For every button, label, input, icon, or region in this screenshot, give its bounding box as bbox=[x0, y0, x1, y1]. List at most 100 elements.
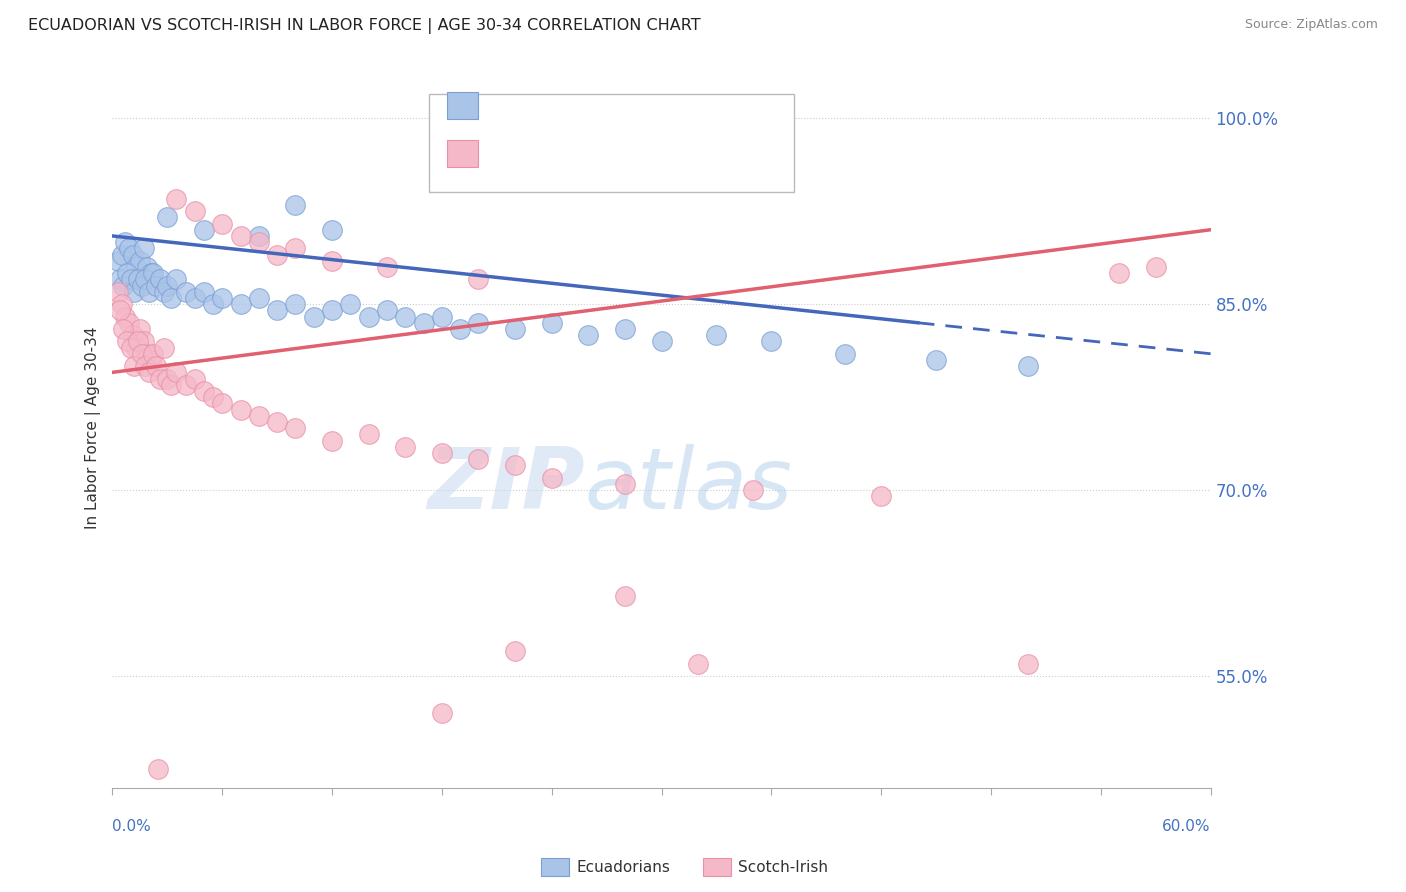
Point bbox=[184, 291, 207, 305]
Point bbox=[211, 291, 233, 305]
Point bbox=[1017, 657, 1039, 671]
Text: 0.159: 0.159 bbox=[537, 145, 589, 162]
Point bbox=[128, 322, 150, 336]
Point bbox=[339, 297, 361, 311]
Point bbox=[118, 316, 141, 330]
Point bbox=[284, 297, 307, 311]
Text: R =: R = bbox=[486, 98, 520, 112]
Point bbox=[134, 272, 156, 286]
Point bbox=[211, 217, 233, 231]
Point bbox=[467, 452, 489, 467]
Point bbox=[247, 229, 270, 244]
Text: Scotch-Irish: Scotch-Irish bbox=[738, 860, 828, 874]
Text: Ecuadorians: Ecuadorians bbox=[576, 860, 671, 874]
Point bbox=[412, 316, 434, 330]
Point bbox=[145, 359, 167, 373]
Point bbox=[112, 322, 135, 336]
Point bbox=[503, 644, 526, 658]
Point bbox=[142, 347, 165, 361]
Point bbox=[149, 272, 172, 286]
Point bbox=[127, 272, 149, 286]
Point bbox=[247, 409, 270, 423]
Point bbox=[131, 347, 153, 361]
Point bbox=[247, 291, 270, 305]
Point bbox=[357, 427, 380, 442]
Text: -0.214: -0.214 bbox=[537, 96, 596, 114]
Point bbox=[430, 706, 453, 721]
Point bbox=[112, 278, 135, 293]
Point bbox=[375, 260, 398, 274]
Point bbox=[120, 272, 142, 286]
Point bbox=[284, 241, 307, 255]
Point bbox=[107, 285, 129, 299]
Point bbox=[108, 303, 131, 318]
Point bbox=[266, 247, 288, 261]
Point bbox=[107, 253, 129, 268]
Point bbox=[613, 322, 636, 336]
Point bbox=[139, 353, 162, 368]
Point bbox=[160, 291, 183, 305]
Text: 60.0%: 60.0% bbox=[1163, 819, 1211, 834]
Point bbox=[394, 310, 416, 324]
Point bbox=[321, 434, 343, 448]
Point bbox=[152, 341, 174, 355]
Point bbox=[160, 377, 183, 392]
Point bbox=[229, 402, 252, 417]
Point bbox=[108, 272, 131, 286]
Point bbox=[184, 204, 207, 219]
Point bbox=[430, 446, 453, 460]
Point bbox=[1108, 266, 1130, 280]
Point bbox=[302, 310, 325, 324]
Point bbox=[266, 415, 288, 429]
Point bbox=[211, 396, 233, 410]
Point bbox=[503, 458, 526, 473]
Point bbox=[375, 303, 398, 318]
Point bbox=[430, 310, 453, 324]
Point bbox=[118, 241, 141, 255]
Y-axis label: In Labor Force | Age 30-34: In Labor Force | Age 30-34 bbox=[86, 326, 101, 530]
Point bbox=[761, 334, 783, 349]
Point bbox=[467, 316, 489, 330]
Point bbox=[121, 247, 143, 261]
Point bbox=[321, 253, 343, 268]
Point bbox=[124, 359, 146, 373]
Point bbox=[193, 384, 215, 398]
Point bbox=[145, 278, 167, 293]
Text: Source: ZipAtlas.com: Source: ZipAtlas.com bbox=[1244, 18, 1378, 31]
Point bbox=[114, 310, 136, 324]
Point bbox=[321, 223, 343, 237]
Point bbox=[142, 266, 165, 280]
Point bbox=[449, 322, 471, 336]
Point bbox=[110, 297, 132, 311]
Point bbox=[134, 359, 156, 373]
Point bbox=[394, 440, 416, 454]
Text: ECUADORIAN VS SCOTCH-IRISH IN LABOR FORCE | AGE 30-34 CORRELATION CHART: ECUADORIAN VS SCOTCH-IRISH IN LABOR FORC… bbox=[28, 18, 700, 34]
Point bbox=[146, 762, 169, 776]
Point bbox=[202, 390, 225, 404]
Point bbox=[132, 241, 155, 255]
Point bbox=[1017, 359, 1039, 373]
Point bbox=[174, 285, 197, 299]
Point bbox=[152, 285, 174, 299]
Point bbox=[321, 303, 343, 318]
Point bbox=[202, 297, 225, 311]
Point bbox=[174, 377, 197, 392]
Point bbox=[166, 365, 188, 379]
Point bbox=[156, 278, 179, 293]
Point bbox=[131, 278, 153, 293]
Point bbox=[156, 371, 179, 385]
Point bbox=[834, 347, 856, 361]
Text: N = 63: N = 63 bbox=[626, 145, 688, 162]
Point bbox=[139, 266, 162, 280]
Point bbox=[613, 589, 636, 603]
Point bbox=[193, 285, 215, 299]
Text: R =: R = bbox=[486, 146, 520, 161]
Point bbox=[121, 328, 143, 343]
Point bbox=[357, 310, 380, 324]
Point bbox=[576, 328, 599, 343]
Point bbox=[136, 347, 159, 361]
Point bbox=[247, 235, 270, 249]
Text: 0.0%: 0.0% bbox=[112, 819, 152, 834]
Point bbox=[132, 334, 155, 349]
Point bbox=[166, 272, 188, 286]
